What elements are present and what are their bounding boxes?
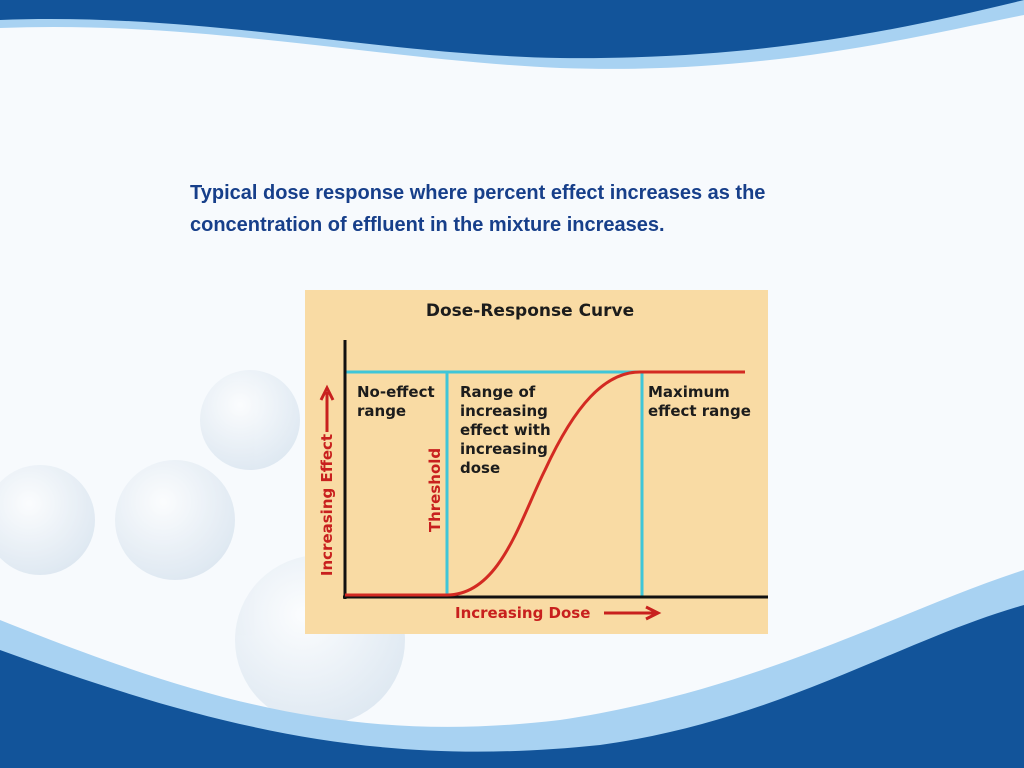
- response-curve: [345, 370, 745, 597]
- top-wave: [0, 0, 1024, 59]
- y-arrow: [319, 384, 335, 432]
- x-arrow: [604, 605, 662, 621]
- x-axis-label: Increasing Dose: [455, 604, 590, 622]
- region-label: Maximum: [648, 383, 730, 401]
- bottom-wave: [0, 605, 1024, 768]
- region-label: dose: [460, 459, 500, 477]
- region-label: Range of: [460, 383, 536, 401]
- y-axis-label: Increasing Effect: [318, 434, 336, 576]
- diagram-background: [305, 290, 768, 634]
- region-label: increasing: [460, 440, 548, 458]
- caption-line: concentration of effluent in the mixture…: [190, 214, 665, 236]
- caption-line: Typical dose response where percent effe…: [190, 182, 765, 204]
- threshold-label: Threshold: [426, 448, 444, 532]
- region-label: effect with: [460, 421, 551, 439]
- bubbles: [0, 370, 405, 725]
- region-label: range: [357, 402, 406, 420]
- region-label: No-effect: [357, 383, 435, 401]
- region-label: effect range: [648, 402, 751, 420]
- region-label: increasing: [460, 402, 548, 420]
- diagram-title: Dose-Response Curve: [426, 301, 634, 321]
